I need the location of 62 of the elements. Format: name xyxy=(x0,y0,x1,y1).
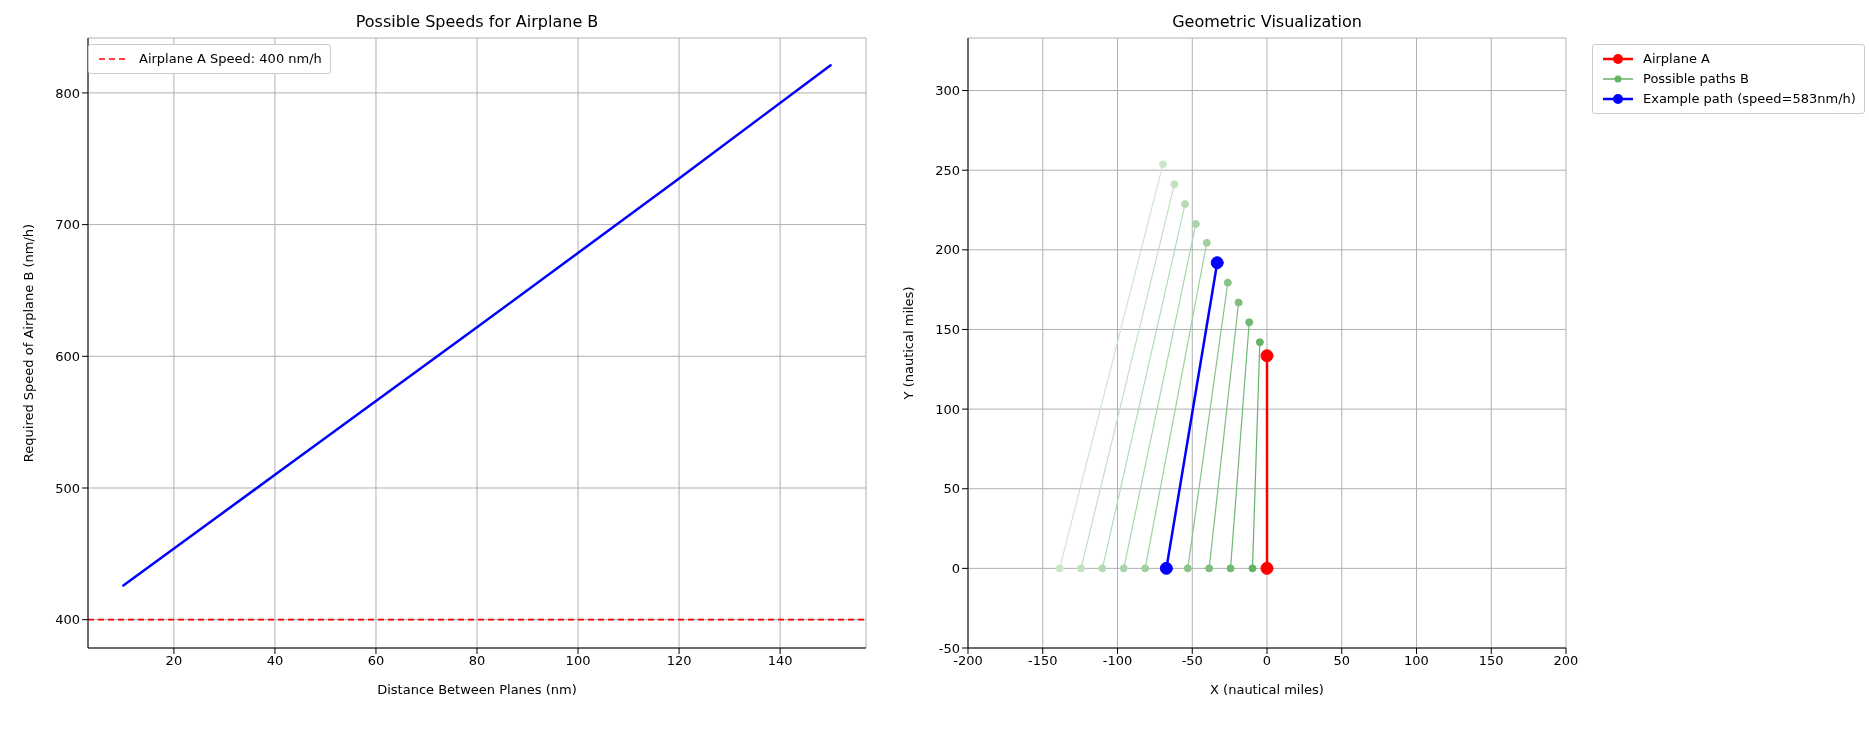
chart-title: Geometric Visualization xyxy=(1171,12,1363,31)
point xyxy=(1183,564,1192,573)
point xyxy=(1202,238,1211,247)
x-tick-label: 80 xyxy=(468,653,486,669)
y-tick-label: 400 xyxy=(55,612,80,628)
point xyxy=(1077,564,1086,573)
point xyxy=(1191,220,1200,229)
line-series xyxy=(122,64,832,587)
x-tick-label: 120 xyxy=(666,653,692,669)
x-tick-label: 140 xyxy=(767,653,793,669)
legend-label: Airplane A xyxy=(1643,50,1710,68)
point xyxy=(1141,564,1150,573)
point xyxy=(1159,561,1173,575)
y-axis-title: Required Speed of Airplane B (nm/h) xyxy=(20,223,36,463)
x-tick-label: -150 xyxy=(1027,653,1058,669)
y-tick-label: 300 xyxy=(935,83,960,99)
y-tick-label: 100 xyxy=(935,401,960,417)
x-tick-label: -100 xyxy=(1102,653,1133,669)
point xyxy=(1098,564,1107,573)
x-tick-label: 50 xyxy=(1333,653,1351,669)
point xyxy=(1055,564,1064,573)
point xyxy=(1170,180,1179,189)
x-tick-label: 40 xyxy=(266,653,284,669)
x-tick-label: 100 xyxy=(1404,653,1429,669)
point xyxy=(1226,564,1235,573)
y-tick-label: -50 xyxy=(938,640,960,656)
y-tick-label: 200 xyxy=(935,242,960,258)
point xyxy=(1158,160,1167,169)
point xyxy=(1210,256,1224,270)
point xyxy=(1223,278,1232,287)
y-tick-label: 700 xyxy=(55,217,80,233)
y-tick-label: 250 xyxy=(935,162,960,178)
legend-label: Possible paths B xyxy=(1643,70,1749,88)
point xyxy=(1248,564,1257,573)
y-tick-label: 500 xyxy=(55,480,80,496)
x-tick-label: 150 xyxy=(1478,653,1504,669)
x-tick-label: 0 xyxy=(1262,653,1272,669)
point xyxy=(1205,564,1214,573)
y-tick-label: 150 xyxy=(935,322,960,338)
point xyxy=(1255,338,1264,347)
x-tick-label: 200 xyxy=(1553,653,1579,669)
legend-label: Airplane A Speed: 400 nm/h xyxy=(139,50,322,68)
point xyxy=(1260,561,1274,575)
x-axis-title: X (nautical miles) xyxy=(1210,682,1324,697)
x-tick-label: -200 xyxy=(953,653,983,669)
y-tick-label: 50 xyxy=(943,481,960,497)
y-tick-label: 800 xyxy=(55,85,80,101)
x-axis-title: Distance Between Planes (nm) xyxy=(377,682,577,697)
x-tick-label: 20 xyxy=(165,653,183,669)
point xyxy=(1245,318,1254,327)
chart-title: Possible Speeds for Airplane B xyxy=(354,12,600,31)
legend-label: Example path (speed=583nm/h) xyxy=(1643,90,1856,108)
y-tick-label: 600 xyxy=(55,348,80,364)
point xyxy=(1119,564,1128,573)
y-axis-title: Y (nautical miles) xyxy=(900,286,916,401)
x-tick-label: -50 xyxy=(1181,653,1203,669)
point xyxy=(1234,298,1243,307)
x-tick-label: 60 xyxy=(367,653,385,669)
point xyxy=(1260,349,1274,363)
y-tick-label: 0 xyxy=(951,560,960,576)
x-tick-label: 100 xyxy=(565,653,591,669)
point xyxy=(1181,200,1190,209)
